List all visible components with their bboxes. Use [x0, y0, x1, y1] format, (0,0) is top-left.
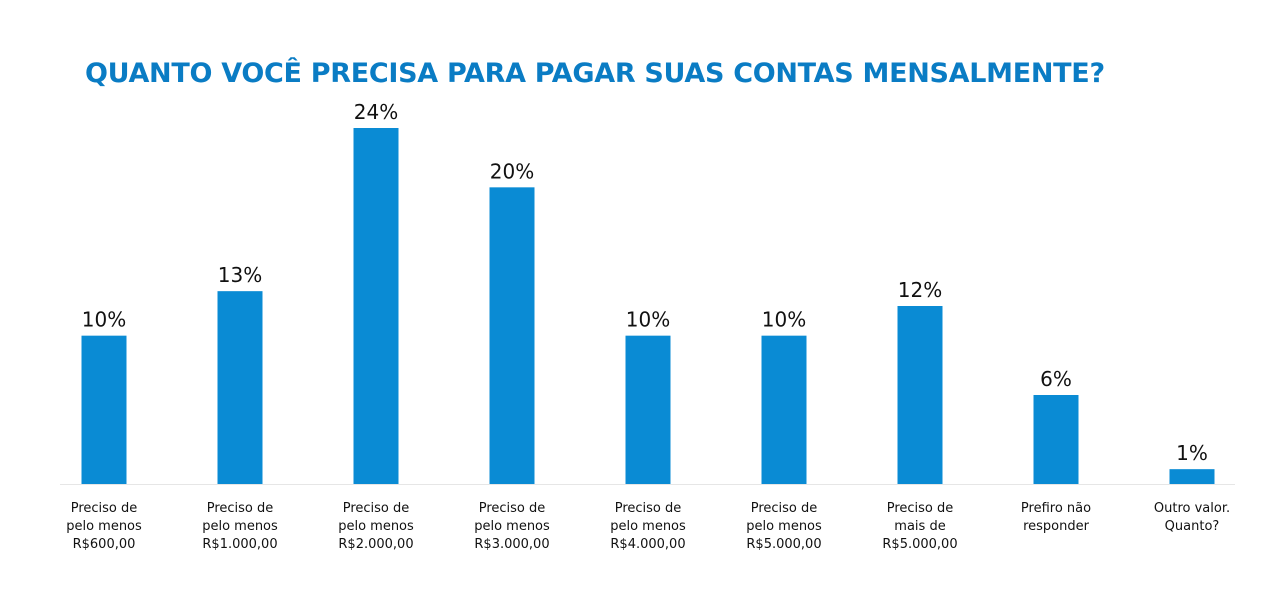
- category-label-line: Outro valor.: [1154, 501, 1230, 516]
- bar: [1033, 395, 1079, 484]
- category-label-line: R$3.000,00: [474, 537, 549, 552]
- category-label-line: R$4.000,00: [610, 537, 685, 552]
- category-label: Preciso de pelo menos R$5.000,00: [746, 501, 822, 552]
- category-label-line: Preciso de: [479, 501, 546, 516]
- bar: [625, 335, 671, 484]
- category-label: Preciso de pelo menos R$600,00: [66, 501, 142, 552]
- category-label-line: Preciso de: [751, 501, 818, 516]
- bar: [761, 335, 807, 484]
- category-label: Outro valor. Quanto?: [1154, 501, 1230, 534]
- chart-title: QUANTO VOCÊ PRECISA PARA PAGAR SUAS CONT…: [85, 58, 1105, 89]
- bar-value-label: 12%: [898, 278, 942, 302]
- category-label-line: R$5.000,00: [882, 537, 957, 552]
- bar-value-label: 13%: [218, 263, 262, 287]
- category-label-line: pelo menos: [66, 519, 142, 534]
- category-label: Preciso de mais de R$5.000,00: [882, 501, 957, 552]
- bar-value-label: 10%: [82, 308, 126, 332]
- category-label-line: pelo menos: [202, 519, 278, 534]
- bar-value-label: 24%: [354, 100, 398, 124]
- bar: [217, 291, 263, 484]
- category-label-line: pelo menos: [338, 519, 414, 534]
- bar: [81, 335, 127, 484]
- category-label-line: pelo menos: [610, 519, 686, 534]
- category-label-line: R$5.000,00: [746, 537, 821, 552]
- bar: [1169, 469, 1215, 484]
- category-label-line: Preciso de: [887, 501, 954, 516]
- category-label: Prefiro não responder: [1021, 501, 1091, 534]
- bar-value-label: 10%: [626, 308, 670, 332]
- bar-value-label: 6%: [1040, 367, 1072, 391]
- category-label: Preciso de pelo menos R$2.000,00: [338, 501, 414, 552]
- category-label: Preciso de pelo menos R$3.000,00: [474, 501, 550, 552]
- bar-value-label: 20%: [490, 159, 534, 183]
- bar-value-label: 10%: [762, 308, 806, 332]
- category-label-line: Preciso de: [207, 501, 274, 516]
- category-label-line: R$2.000,00: [338, 537, 413, 552]
- category-label-line: pelo menos: [474, 519, 550, 534]
- bar-value-label: 1%: [1176, 441, 1208, 465]
- category-label-line: responder: [1023, 519, 1090, 534]
- category-label: Preciso de pelo menos R$1.000,00: [202, 501, 278, 552]
- category-label-line: Quanto?: [1165, 519, 1220, 534]
- category-label-line: pelo menos: [746, 519, 822, 534]
- category-label-line: Preciso de: [615, 501, 682, 516]
- category-label: Preciso de pelo menos R$4.000,00: [610, 501, 686, 552]
- category-label-line: R$600,00: [73, 537, 136, 552]
- category-label-line: Preciso de: [343, 501, 410, 516]
- bar: [897, 306, 943, 484]
- bar: [353, 128, 399, 484]
- category-label-line: Preciso de: [71, 501, 138, 516]
- category-label-line: R$1.000,00: [202, 537, 277, 552]
- category-label-line: mais de: [894, 519, 945, 534]
- category-label-line: Prefiro não: [1021, 501, 1091, 516]
- bar: [489, 187, 535, 485]
